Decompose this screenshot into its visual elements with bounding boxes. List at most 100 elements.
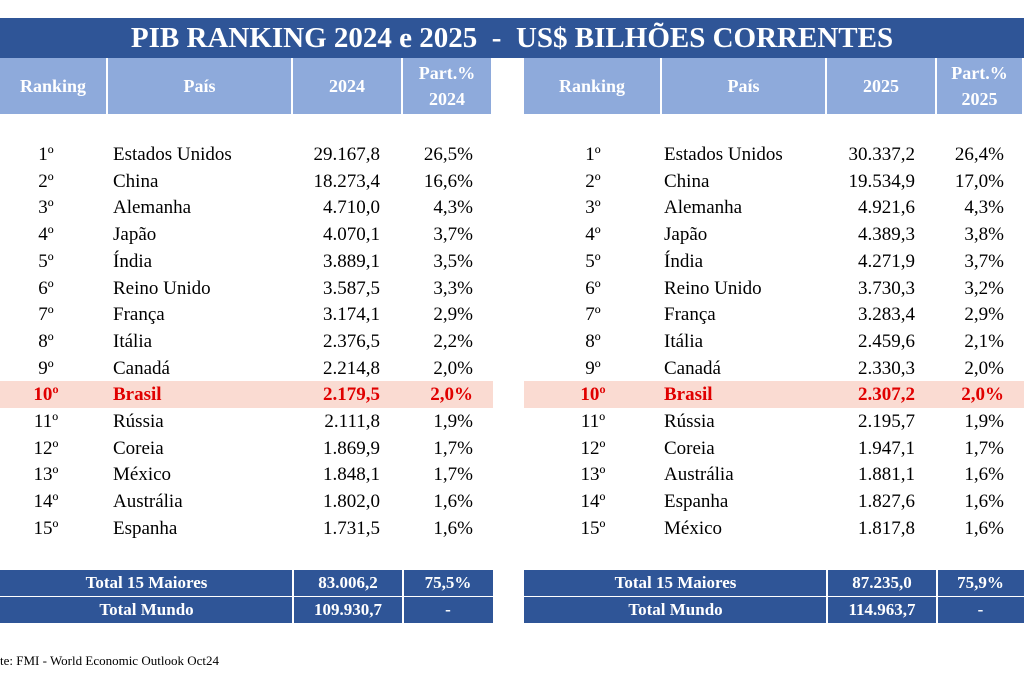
rank: 8º [38,330,54,352]
country: Alemanha [113,197,192,219]
share: 2,9% [433,304,473,326]
rank: 2º [585,170,601,192]
country: Itália [113,330,153,352]
rank: 10º [580,384,606,406]
country: China [664,170,710,192]
gdp: 4.921,6 [858,197,915,219]
column-header: Part.% 2024 [403,58,493,114]
gdp: 3.730,3 [858,277,915,299]
share: 2,9% [964,304,1004,326]
column-header: 2025 [827,58,937,114]
rank: 15º [580,517,606,539]
title: PIB RANKING 2024 e 2025 - US$ BILHÕES CO… [0,18,1024,58]
country: Espanha [113,517,178,539]
separator [0,596,493,597]
rank: 3º [585,197,601,219]
share: 2,0% [964,357,1004,379]
separator [826,570,828,623]
gdp: 3.587,5 [323,277,380,299]
share: 3,2% [964,277,1004,299]
share: 3,8% [964,224,1004,246]
rank: 2º [38,170,54,192]
gdp: 3.174,1 [323,304,380,326]
rank: 4º [585,224,601,246]
rank: 7º [585,304,601,326]
rank: 6º [38,277,54,299]
gdp: 2.376,5 [323,330,380,352]
gdp: 1.817,8 [858,517,915,539]
column-header: Ranking [524,58,662,114]
rank: 8º [585,330,601,352]
separator [524,596,1024,597]
share: 1,7% [433,437,473,459]
rank: 13º [33,464,59,486]
rank: 4º [38,224,54,246]
gdp: 1.947,1 [858,437,915,459]
total-gdp: 114.963,7 [848,599,916,619]
gdp: 2.330,3 [858,357,915,379]
gdp: 2.111,8 [324,411,380,432]
rank: 5º [38,250,54,272]
country: Austrália [113,491,183,513]
total-share: 75,5% [424,573,472,592]
country: Estados Unidos [664,144,783,165]
country: Japão [664,224,708,246]
total-gdp: 109.930,7 [314,599,382,619]
share: 2,0% [430,384,473,406]
gdp: 4.070,1 [323,224,380,246]
gdp: 1.827,6 [858,491,915,513]
total-share: - [445,599,451,619]
gdp: 2.307,2 [858,384,915,406]
country: Índia [664,250,704,272]
total-label: Total 15 Maiores [614,573,737,592]
country: México [113,464,172,486]
country: França [664,304,716,326]
separator [292,570,294,623]
gdp: 2.179,5 [323,384,380,406]
country: Rússia [664,411,715,432]
rank: 1º [585,144,601,165]
rank: 6º [585,277,601,299]
share: 1,6% [433,491,473,513]
share: 17,0% [954,170,1004,192]
country: França [113,304,165,326]
gdp: 1.802,0 [323,491,380,513]
share: 3,5% [433,250,473,272]
column-header: País [662,58,827,114]
gdp: 19.534,9 [848,170,916,192]
country: Brasil [664,384,713,406]
rank: 10º [33,384,59,406]
gdp: 2.459,6 [858,330,915,352]
country: Reino Unido [664,277,762,299]
country: Espanha [664,491,729,513]
gdp: 1.731,5 [323,517,380,539]
share: 4,3% [433,197,473,219]
share: 26,5% [423,144,473,165]
country: Rússia [113,411,164,432]
separator [402,570,404,623]
rank: 13º [580,464,606,486]
gdp: 4.271,9 [858,250,915,272]
share: 1,6% [964,491,1004,513]
rank: 12º [580,437,606,459]
country: Coreia [664,437,715,459]
share: 2,2% [433,330,473,352]
gdp: 3.889,1 [323,250,380,272]
rank: 15º [33,517,59,539]
share: 2,0% [961,384,1004,406]
gdp: 1.869,9 [323,437,380,459]
rank: 1º [38,144,54,165]
total-gdp: 83.006,2 [318,573,378,592]
column-header: 2024 [293,58,403,114]
share: 1,9% [433,411,473,432]
share: 3,7% [433,224,473,246]
country: Canadá [664,357,721,379]
country: Índia [113,250,153,272]
gdp: 3.283,4 [858,304,915,326]
share: 1,6% [964,517,1004,539]
share: 3,3% [433,277,473,299]
country: Japão [113,224,157,246]
gdp: 4.389,3 [858,224,915,246]
rank: 14º [33,491,59,513]
highlight-row [0,381,493,409]
